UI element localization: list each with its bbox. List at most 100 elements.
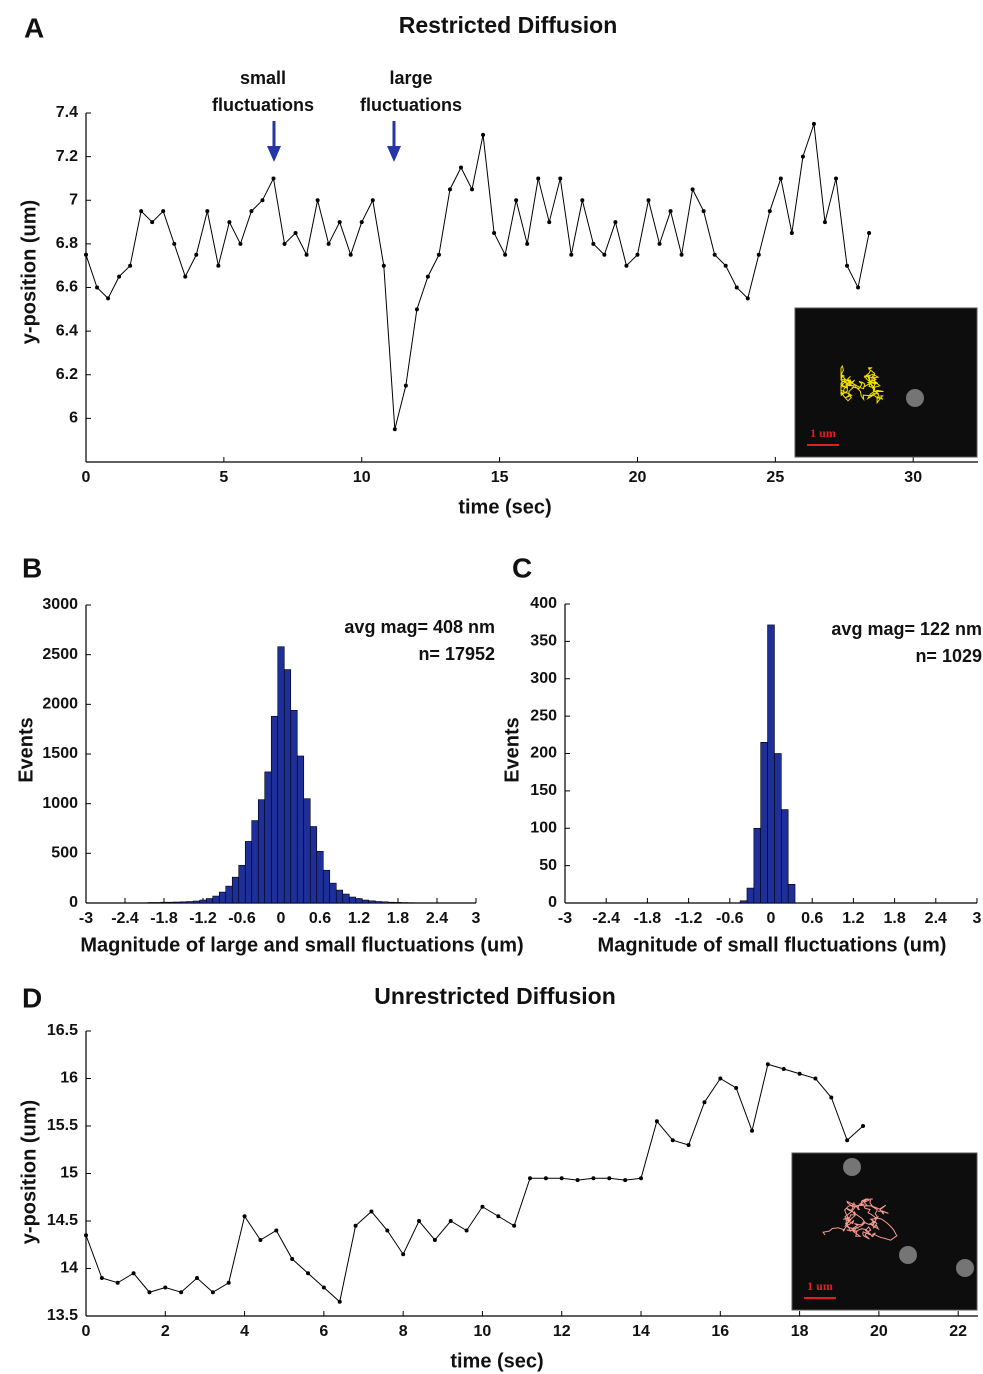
y-tick-label: 13.5 (47, 1307, 78, 1324)
point (183, 274, 188, 279)
bar (225, 885, 233, 904)
point (179, 1290, 184, 1295)
x-tick-label: -1.8 (150, 910, 178, 927)
bar (303, 798, 311, 904)
bar (774, 753, 782, 904)
bar (322, 869, 331, 904)
bar (760, 741, 768, 904)
point (414, 307, 419, 312)
inset-scale-label: 1 um (807, 1279, 833, 1293)
point (712, 252, 717, 257)
y-tick-label: 500 (51, 845, 78, 862)
point (833, 176, 838, 181)
point (496, 1214, 501, 1219)
x-tick-label: 4 (240, 1323, 249, 1340)
y-tick-label: 15 (60, 1165, 78, 1182)
point (403, 383, 408, 388)
point (781, 1067, 786, 1071)
point (718, 1076, 723, 1081)
x-tick-label: -1.2 (675, 910, 703, 927)
bar (199, 899, 207, 904)
y-tick-label: 200 (530, 745, 557, 762)
point (348, 252, 353, 257)
point (84, 1233, 88, 1238)
inset-spot (956, 1259, 974, 1277)
bar (316, 851, 324, 904)
bar (381, 901, 389, 904)
annotation: fluctuations (212, 95, 314, 115)
point (701, 209, 706, 214)
x-tick-label: 1.2 (348, 910, 370, 927)
bar (212, 895, 220, 904)
point (789, 230, 794, 235)
y-tick-label: 7 (69, 191, 78, 208)
point (811, 121, 816, 126)
bar (270, 715, 279, 904)
inset-spot (899, 1246, 917, 1264)
point (756, 252, 761, 257)
y-tick-label: 6.2 (56, 366, 78, 383)
y-tick-label: 0 (548, 894, 557, 911)
x-tick-label: 30 (904, 469, 922, 486)
panel-label: A (24, 12, 44, 43)
bar (186, 901, 194, 904)
point (458, 165, 463, 170)
x-tick-label: 12 (553, 1323, 571, 1340)
panel-label: D (22, 982, 42, 1013)
inset-trajectory (840, 365, 884, 405)
x-tick-label: 25 (766, 469, 784, 486)
point (690, 187, 695, 192)
inset-image (791, 1152, 978, 1311)
point (128, 263, 133, 268)
point (591, 1176, 596, 1181)
x-tick-label: 0.6 (309, 910, 331, 927)
annotation: small (240, 68, 286, 88)
x-tick-label: 0 (767, 910, 776, 927)
bar (251, 820, 259, 904)
point (161, 209, 166, 214)
x-tick-label: 1.2 (842, 910, 864, 927)
point (702, 1100, 707, 1105)
x-axis-label: Magnitude of small fluctuations (um) (598, 934, 947, 956)
point (591, 241, 596, 246)
y-tick-label: 300 (530, 670, 557, 687)
point (205, 209, 210, 214)
chart-title: Restricted Diffusion (399, 12, 618, 38)
x-tick-label: 20 (870, 1323, 888, 1340)
bar (787, 884, 796, 904)
point (131, 1271, 136, 1276)
point (635, 252, 640, 257)
point (575, 1178, 580, 1183)
panel-label: B (22, 552, 42, 583)
x-tick-label: 2.4 (426, 910, 448, 927)
panel-label: C (512, 552, 532, 583)
point (654, 1119, 659, 1124)
point (260, 198, 265, 203)
x-tick-label: 18 (791, 1323, 809, 1340)
annotation-arrowhead (267, 146, 281, 162)
inset-spot (906, 389, 924, 407)
x-tick-label: -2.4 (592, 910, 620, 927)
point (679, 252, 684, 257)
point (559, 1176, 564, 1181)
point (447, 187, 452, 192)
point (106, 296, 111, 301)
y-tick-label: 16.5 (47, 1022, 78, 1039)
point (304, 252, 309, 257)
bar (160, 901, 168, 904)
annotation: n= 17952 (418, 644, 495, 664)
point (147, 1290, 152, 1295)
point (321, 1285, 326, 1290)
point (432, 1238, 437, 1242)
x-tick-label: -0.6 (716, 910, 744, 927)
y-tick-label: 14 (60, 1260, 78, 1277)
y-tick-label: 14.5 (47, 1212, 78, 1229)
point (580, 198, 585, 203)
x-axis-label: Magnitude of large and small fluctuation… (80, 934, 523, 956)
y-tick-label: 400 (530, 595, 557, 612)
x-tick-label: 3 (973, 910, 982, 927)
point (401, 1252, 406, 1257)
inset-image (794, 307, 978, 458)
point (258, 1238, 263, 1242)
x-tick-label: 15 (491, 469, 509, 486)
